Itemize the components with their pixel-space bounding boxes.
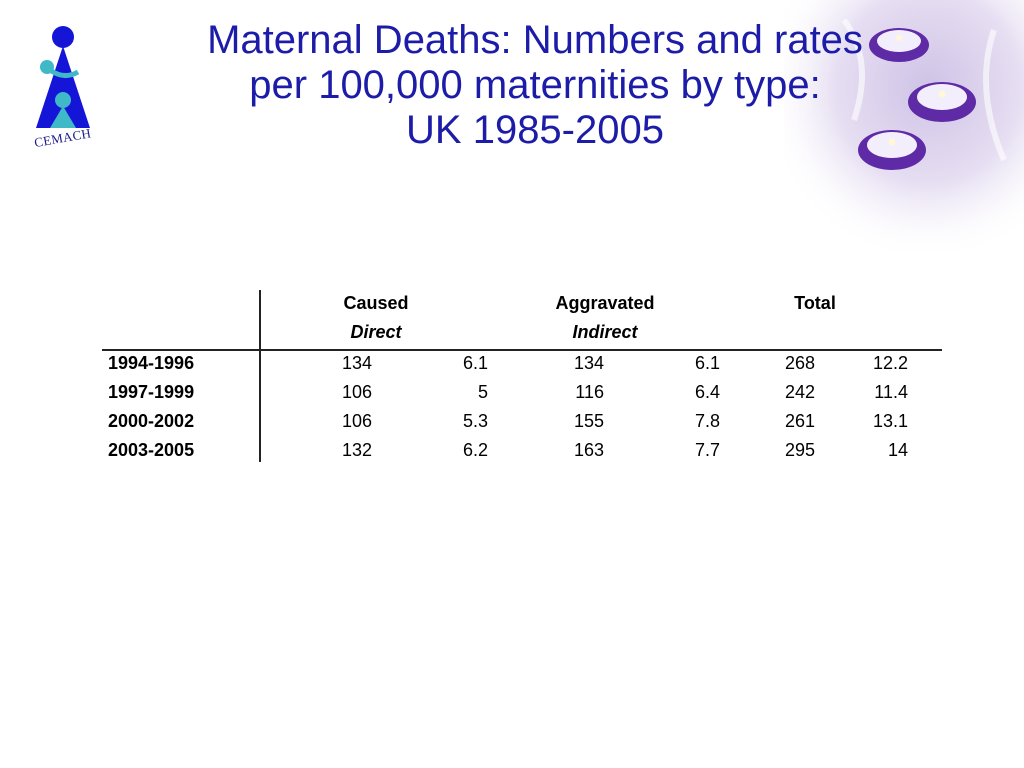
row-period: 2000-2002	[108, 411, 195, 431]
header-direct: Direct	[350, 322, 402, 342]
header-aggravated: Aggravated	[555, 293, 655, 313]
table-cell: 11.4	[874, 382, 908, 402]
table-cell: 6.2	[462, 440, 488, 460]
table-cell: 5	[477, 382, 488, 402]
table-cell: 155	[573, 411, 604, 431]
table-cell: 6.4	[694, 382, 720, 402]
table-horizontal-rule	[102, 349, 942, 351]
table-vertical-rule	[259, 290, 261, 462]
title-line-3: UK 1985-2005	[406, 108, 664, 152]
table-cell: 13.1	[872, 411, 908, 431]
row-period: 2003-2005	[108, 440, 195, 460]
table-cell: 106	[341, 411, 372, 431]
cemach-figure-icon	[36, 26, 90, 128]
table-cell: 6.1	[462, 353, 488, 373]
header-total: Total	[794, 293, 836, 313]
header-indirect: Indirect	[572, 322, 638, 342]
table-cell: 295	[784, 440, 815, 460]
title-line-1: Maternal Deaths: Numbers and rates	[207, 18, 863, 62]
table-cell: 7.7	[694, 440, 720, 460]
table-cell: 6.1	[694, 353, 720, 373]
candles-decoration	[784, 0, 1024, 250]
table-cell: 7.8	[694, 411, 720, 431]
title-line-2: per 100,000 maternities by type:	[249, 63, 821, 107]
row-period: 1994-1996	[108, 353, 195, 373]
table-cell: 106	[341, 382, 372, 402]
table-cell: 134	[573, 353, 604, 373]
cemach-logo: CEMACH	[30, 22, 94, 152]
candle-icon	[869, 28, 929, 62]
candle-icon	[858, 130, 926, 170]
header-caused: Caused	[343, 293, 409, 313]
table-cell: 132	[341, 440, 372, 460]
table-cell: 116	[575, 382, 604, 402]
row-period: 1997-1999	[108, 382, 195, 402]
table-cell: 5.3	[462, 411, 488, 431]
table-cell: 163	[573, 440, 604, 460]
slide-title: Maternal Deaths: Numbers and rates per 1…	[110, 18, 960, 153]
table-cell: 134	[341, 353, 372, 373]
table-cell: 14	[887, 440, 908, 460]
table-cell: 268	[784, 353, 815, 373]
candle-icon	[908, 82, 976, 122]
table-cell: 12.2	[872, 353, 908, 373]
table-cell: 261	[784, 411, 815, 431]
table-cell: 242	[784, 382, 815, 402]
maternal-deaths-table: Caused Direct Aggravated Indirect Total …	[102, 288, 942, 464]
